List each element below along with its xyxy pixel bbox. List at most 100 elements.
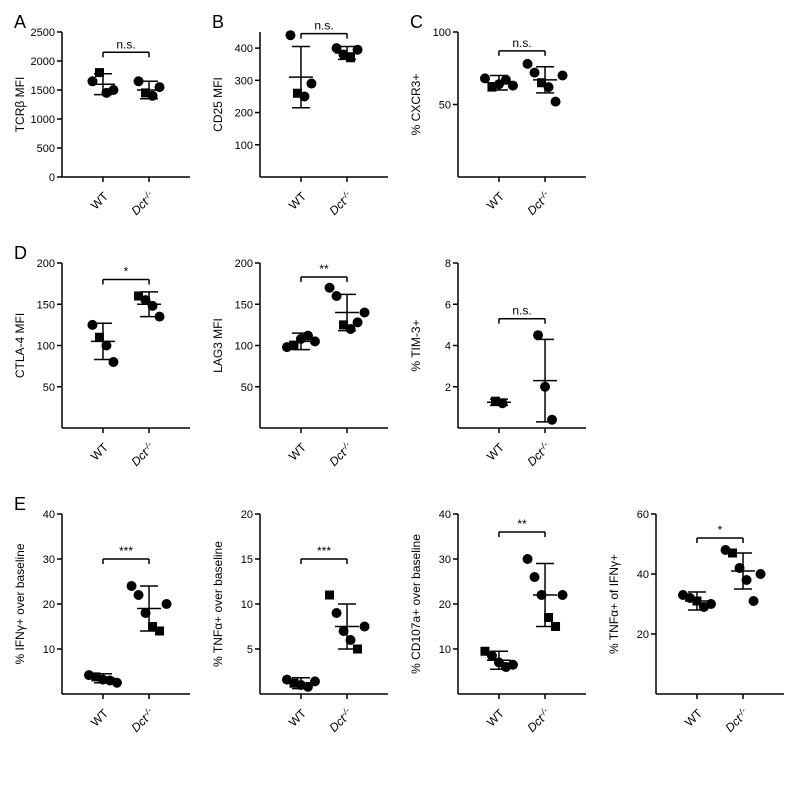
svg-text:200: 200 [235,258,253,270]
panel-D1: D 50100150200CTLA-4 MFIWTDct-/-* [10,241,200,486]
svg-text:% CXCR3+: % CXCR3+ [409,74,423,136]
svg-text:WT: WT [286,189,310,213]
svg-text:10: 10 [439,644,451,656]
svg-text:n.s.: n.s. [512,304,531,318]
svg-text:4: 4 [445,341,451,353]
chart-E3: 10 20 30 40 % CD107a+ over baseline WT Dct-/- *… [406,492,596,752]
svg-text:WT: WT [682,706,706,730]
svg-text:20: 20 [637,629,649,641]
svg-text:Dct-/-: Dct-/- [524,706,553,735]
svg-text:50: 50 [439,100,451,112]
svg-text:% TIM-3+: % TIM-3+ [409,319,423,371]
svg-text:WT: WT [484,189,508,213]
svg-text:8: 8 [445,258,451,270]
panel-E1: E 10203040% IFNγ+ over baselineWTDct-/-*… [10,492,200,752]
chart-B: 100200300400CD25 MFIWTDct-/-n.s. [208,10,398,235]
panel-label-E: E [14,494,26,515]
svg-text:% IFNγ+ over baseline: % IFNγ+ over baseline [13,543,27,664]
svg-text:300: 300 [235,75,253,87]
chart-D1: 50100150200CTLA-4 MFIWTDct-/-* [10,241,200,486]
svg-text:150: 150 [37,299,55,311]
svg-text:*: * [124,265,129,279]
chart-D2: 50100150200LAG3 MFIWTDct-/-** [208,241,398,486]
svg-text:10: 10 [241,599,253,611]
chart-E4: 20 40 60 % TNFα+ of IFNγ+ WT Dct-/- * [604,492,794,752]
figure-grid: A 0 500 1000 1500 2000 2500 TCRβ MFI WT Dct-/- n.… [10,10,785,752]
svg-text:40: 40 [439,509,451,521]
panel-label-A: A [14,12,26,33]
svg-text:1500: 1500 [31,85,55,97]
panel-E2: 5 10 15 20 % TNFα+ over baseline WT Dct-/- *** [208,492,398,752]
panel-D3: 2 4 6 8 % TIM-3+ WT Dct-/- n.s. [406,241,596,486]
svg-text:Dct-/-: Dct-/- [128,189,157,218]
svg-text:% TNFα+ over baseline: % TNFα+ over baseline [211,541,225,667]
svg-text:60: 60 [637,509,649,521]
svg-text:WT: WT [484,706,508,730]
svg-text:**: ** [319,262,329,276]
svg-text:2500: 2500 [31,27,55,39]
panel-label-C: C [410,12,423,33]
chart-E1: 10203040% IFNγ+ over baselineWTDct-/-*** [10,492,200,752]
svg-text:30: 30 [43,554,55,566]
panel-blank-2 [604,241,794,486]
svg-text:500: 500 [37,143,55,155]
svg-text:2: 2 [445,382,451,394]
svg-text:15: 15 [241,554,253,566]
svg-text:5: 5 [247,644,253,656]
svg-text:**: ** [517,517,527,531]
svg-text:30: 30 [439,554,451,566]
panel-blank-1 [604,10,794,235]
svg-text:***: *** [317,544,331,558]
svg-text:100: 100 [37,341,55,353]
svg-text:200: 200 [235,108,253,120]
svg-text:6: 6 [445,299,451,311]
panel-D2: 50100150200LAG3 MFIWTDct-/-** [208,241,398,486]
chart-D3: 2 4 6 8 % TIM-3+ WT Dct-/- n.s. [406,241,596,486]
svg-text:WT: WT [88,189,112,213]
svg-text:WT: WT [286,706,310,730]
svg-text:10: 10 [43,644,55,656]
svg-text:150: 150 [235,299,253,311]
svg-text:Dct-/-: Dct-/- [128,706,157,735]
svg-text:40: 40 [637,569,649,581]
svg-text:1000: 1000 [31,114,55,126]
svg-text:100: 100 [235,341,253,353]
svg-text:n.s.: n.s. [314,19,333,33]
svg-text:200: 200 [37,258,55,270]
svg-text:Dct-/-: Dct-/- [722,706,751,735]
svg-text:WT: WT [88,440,112,464]
svg-text:Dct-/-: Dct-/- [524,440,553,469]
svg-text:20: 20 [43,599,55,611]
svg-text:Dct-/-: Dct-/- [326,440,355,469]
svg-text:50: 50 [241,382,253,394]
svg-text:100: 100 [235,140,253,152]
svg-text:Dct-/-: Dct-/- [128,440,157,469]
svg-text:400: 400 [235,43,253,55]
svg-text:CD25 MFI: CD25 MFI [211,77,225,132]
chart-A: 0 500 1000 1500 2000 2500 TCRβ MFI WT Dct-/- n.s. [10,10,200,235]
svg-text:20: 20 [241,509,253,521]
chart-E2: 5 10 15 20 % TNFα+ over baseline WT Dct-/- *** [208,492,398,752]
svg-text:WT: WT [484,440,508,464]
panel-E4: 20 40 60 % TNFα+ of IFNγ+ WT Dct-/- * [604,492,794,752]
svg-text:n.s.: n.s. [512,36,531,50]
svg-text:20: 20 [439,599,451,611]
svg-text:50: 50 [43,382,55,394]
svg-text:40: 40 [43,509,55,521]
svg-text:2000: 2000 [31,56,55,68]
svg-text:LAG3 MFI: LAG3 MFI [211,318,225,373]
panel-B: B 100200300400CD25 MFIWTDct-/-n.s. [208,10,398,235]
svg-text:TCRβ MFI: TCRβ MFI [13,77,27,133]
svg-text:0: 0 [49,172,55,184]
panel-label-B: B [212,12,224,33]
panel-label-D: D [14,243,27,264]
panel-E3: 10 20 30 40 % CD107a+ over baseline WT Dct-/- *… [406,492,596,752]
svg-text:*: * [718,523,723,537]
svg-text:Dct-/-: Dct-/- [326,706,355,735]
svg-text:100: 100 [433,27,451,39]
svg-text:% TNFα+ of IFNγ+: % TNFα+ of IFNγ+ [607,554,621,654]
svg-text:n.s.: n.s. [116,37,135,51]
svg-text:***: *** [119,544,133,558]
svg-text:% CD107a+ over baseline: % CD107a+ over baseline [409,534,423,674]
panel-A: A 0 500 1000 1500 2000 2500 TCRβ MFI WT Dct-/- n.… [10,10,200,235]
